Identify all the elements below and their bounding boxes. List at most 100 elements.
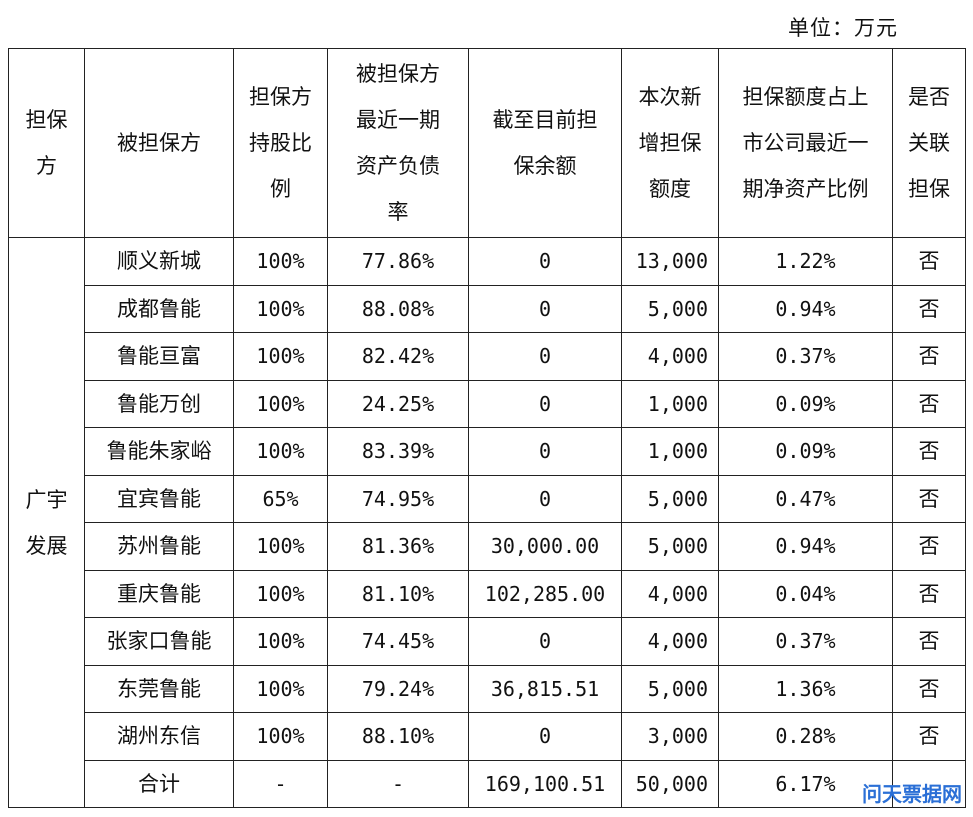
cell-net-asset-ratio: 0.09% <box>718 427 893 476</box>
table-body: 广宇 发展 顺义新城 100% 77.86% 0 13,000 1.22% 否成都鲁能 100% 8… <box>8 237 966 808</box>
cell-related: 否 <box>892 474 966 523</box>
cell-new-amount: 4,000 <box>621 569 719 618</box>
cell-balance: 0 <box>468 712 622 761</box>
header-guaranteed-party: 被担保方 <box>84 48 234 238</box>
table-row: 张家口鲁能 100% 74.45% 0 4,000 0.37% 否 <box>9 617 966 666</box>
header-line: 方 <box>36 154 57 178</box>
header-new-amount: 本次新 增担保 额度 <box>621 48 719 238</box>
cell-guaranteed-party: 鲁能朱家峪 <box>84 427 234 476</box>
cell-holding-ratio: 100% <box>233 332 328 381</box>
cell-balance: 0 <box>468 427 622 476</box>
header-line: 增担保 <box>638 131 702 155</box>
table-row: 宜宾鲁能 65% 74.95% 0 5,000 0.47% 否 <box>9 474 966 523</box>
guarantor-line: 广宇 <box>25 487 68 512</box>
cell-net-asset-ratio: 6.17% <box>718 759 893 808</box>
header-related: 是否 关联 担保 <box>892 48 966 238</box>
cell-holding-ratio: 100% <box>233 237 328 286</box>
cell-holding-ratio: 100% <box>233 284 328 333</box>
cell-guaranteed-party: 重庆鲁能 <box>84 569 234 618</box>
cell-holding-ratio: 100% <box>233 379 328 428</box>
cell-net-asset-ratio: 0.04% <box>718 569 893 618</box>
cell-balance: 169,100.51 <box>468 759 622 808</box>
table-row: 苏州鲁能 100% 81.36% 30,000.00 5,000 0.94% 否 <box>9 522 966 571</box>
cell-guaranteed-party: 顺义新城 <box>84 237 234 286</box>
header-line: 担保 <box>908 177 950 201</box>
cell-balance: 102,285.00 <box>468 569 622 618</box>
table-row: 广宇 发展 顺义新城 100% 77.86% 0 13,000 1.22% 否 <box>8 237 966 808</box>
cell-holding-ratio: 100% <box>233 522 328 571</box>
header-line: 截至目前担 <box>492 108 598 132</box>
cell-holding-ratio: 100% <box>233 712 328 761</box>
cell-new-amount: 5,000 <box>621 284 719 333</box>
table-row: 湖州东信 100% 88.10% 0 3,000 0.28% 否 <box>9 712 966 761</box>
cell-holding-ratio: 100% <box>233 617 328 666</box>
cell-debt-ratio: 79.24% <box>327 664 469 713</box>
total-row: 合计 - -169,100.51 50,000 6.17% <box>9 759 966 808</box>
header-line: 被担保方 <box>356 62 440 86</box>
cell-debt-ratio: 83.39% <box>327 427 469 476</box>
cell-holding-ratio: 100% <box>233 427 328 476</box>
cell-guaranteed-party: 张家口鲁能 <box>84 617 234 666</box>
cell-debt-ratio: 24.25% <box>327 379 469 428</box>
cell-new-amount: 1,000 <box>621 379 719 428</box>
header-line: 担保方 <box>249 85 312 109</box>
cell-balance: 0 <box>468 617 622 666</box>
cell-debt-ratio: 81.36% <box>327 522 469 571</box>
cell-balance: 0 <box>468 332 622 381</box>
cell-debt-ratio: 77.86% <box>327 237 469 286</box>
cell-guaranteed-party: 东莞鲁能 <box>84 664 234 713</box>
watermark-logo: 问天票据网 <box>862 782 962 806</box>
header-line: 担保 <box>25 108 68 132</box>
cell-debt-ratio: 82.42% <box>327 332 469 381</box>
cell-net-asset-ratio: 0.28% <box>718 712 893 761</box>
cell-related: 否 <box>892 712 966 761</box>
cell-balance: 36,815.51 <box>468 664 622 713</box>
table-row: 鲁能朱家峪 100% 83.39% 0 1,000 0.09% 否 <box>9 427 966 476</box>
header-line: 市公司最近一 <box>742 131 869 155</box>
header-line: 例 <box>270 177 291 201</box>
cell-related: 否 <box>892 664 966 713</box>
cell-balance: 0 <box>468 284 622 333</box>
header-line: 最近一期 <box>356 108 440 132</box>
cell-holding-ratio: 100% <box>233 664 328 713</box>
header-line: 期净资产比例 <box>742 177 869 201</box>
table-row: 成都鲁能 100% 88.08% 0 5,000 0.94% 否 <box>9 284 966 333</box>
header-debt-ratio: 被担保方 最近一期 资产负债率 <box>327 48 469 238</box>
cell-balance: 0 <box>468 474 622 523</box>
cell-guaranteed-party: 鲁能亘富 <box>84 332 234 381</box>
cell-debt-ratio: 74.95% <box>327 474 469 523</box>
header-holding-ratio: 担保方 持股比例 <box>233 48 328 238</box>
cell-balance: 30,000.00 <box>468 522 622 571</box>
cell-debt-ratio: 81.10% <box>327 569 469 618</box>
cell-net-asset-ratio: 0.94% <box>718 284 893 333</box>
cell-new-amount: 4,000 <box>621 617 719 666</box>
header-line: 关联 <box>908 131 950 155</box>
guarantor-cell: 广宇 发展 <box>8 237 85 808</box>
cell-net-asset-ratio: 0.37% <box>718 332 893 381</box>
table-row: 重庆鲁能 100% 81.10% 102,285.00 4,000 0.04% 否 <box>9 569 966 618</box>
header-guarantor: 担保方 <box>8 48 85 238</box>
header-line: 是否 <box>908 85 950 109</box>
header-line: 率 <box>387 200 409 224</box>
cell-related: 否 <box>892 427 966 476</box>
cell-related: 否 <box>892 237 966 286</box>
cell-new-amount: 5,000 <box>621 522 719 571</box>
cell-related: 否 <box>892 379 966 428</box>
cell-related: 否 <box>892 332 966 381</box>
cell-net-asset-ratio: 0.09% <box>718 379 893 428</box>
header-line: 本次新 <box>638 85 702 109</box>
table-row: 鲁能亘富 100% 82.42% 0 4,000 0.37% 否 <box>9 332 966 381</box>
cell-holding-ratio: 65% <box>233 474 328 523</box>
cell-related <box>892 759 966 808</box>
cell-new-amount: 5,000 <box>621 474 719 523</box>
cell-related: 否 <box>892 617 966 666</box>
header-line: 额度 <box>649 177 691 201</box>
cell-net-asset-ratio: 1.22% <box>718 237 893 286</box>
header-net-asset-ratio: 担保额度占上 市公司最近一 期净资产比例 <box>718 48 893 238</box>
header-line: 担保额度占上 <box>742 85 869 109</box>
cell-guaranteed-party: 湖州东信 <box>84 712 234 761</box>
header-balance: 截至目前担 保余额 <box>468 48 622 238</box>
cell-debt-ratio: 74.45% <box>327 617 469 666</box>
cell-guaranteed-party: 苏州鲁能 <box>84 522 234 571</box>
cell-net-asset-ratio: 1.36% <box>718 664 893 713</box>
